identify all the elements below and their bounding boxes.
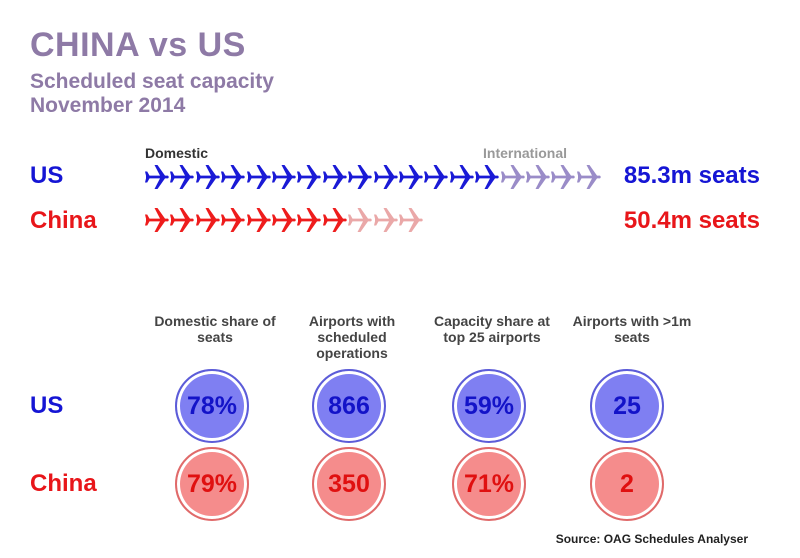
us-domestic-plane-icon <box>424 163 449 191</box>
subtitle-line-2: November 2014 <box>30 94 186 117</box>
china-domestic-plane-icon <box>170 206 195 234</box>
china-airports-1m-bubble: 2 <box>590 447 664 521</box>
china-domestic-plane-icon <box>322 206 347 234</box>
china-domestic-plane-icon <box>221 206 245 234</box>
china-domestic-plane-icon <box>195 206 220 234</box>
us-domestic-plane-icon <box>170 163 195 191</box>
china-international-plane-icon <box>348 206 372 234</box>
china-domestic-plane-icon <box>297 206 322 234</box>
china-airports-bubble: 350 <box>312 447 386 521</box>
metric-header-airports-scheduled: Airports with scheduled operations <box>308 313 396 361</box>
us-domestic-plane-icon <box>221 163 245 191</box>
china-domestic-share-bubble: 79% <box>175 447 249 521</box>
china-top25-bubble: 71% <box>452 447 526 521</box>
us-international-plane-icon <box>576 163 601 191</box>
chart-subtitle: Scheduled seat capacity November 2014 <box>30 70 274 118</box>
us-domestic-plane-icon <box>348 163 372 191</box>
chart-title: CHINA vs US <box>30 26 246 64</box>
metric-header-domestic-share: Domestic share of seats <box>154 313 276 345</box>
us-international-plane-icon <box>551 163 576 191</box>
us-domestic-plane-icon <box>272 163 296 191</box>
china-total-seats: 50.4m seats <box>623 207 760 234</box>
metric-header-top25-share: Capacity share at top 25 airports <box>434 313 550 345</box>
us-international-plane-icon <box>500 163 525 191</box>
china-label-top: China <box>30 207 97 234</box>
us-domestic-plane-icon <box>373 163 398 191</box>
legend-domestic: Domestic <box>145 145 209 161</box>
us-total-seats: 85.3m seats <box>623 162 760 189</box>
china-label-bottom: China <box>30 470 97 497</box>
china-domestic-plane-icon <box>145 206 169 234</box>
us-international-plane-icon <box>526 163 550 191</box>
legend-international: International <box>483 145 568 161</box>
us-airports-bubble: 866 <box>312 369 386 443</box>
us-domestic-share-bubble: 78% <box>175 369 249 443</box>
us-label-top: US <box>30 162 64 189</box>
us-domestic-plane-icon <box>475 163 499 191</box>
source-note: Source: OAG Schedules Analyser <box>555 532 748 546</box>
us-domestic-plane-icon <box>399 163 423 191</box>
us-top25-bubble: 59% <box>452 369 526 443</box>
us-domestic-plane-icon <box>195 163 220 191</box>
china-international-plane-icon <box>399 206 423 234</box>
china-domestic-plane-icon <box>246 206 271 234</box>
metric-header-airports-1m: Airports with >1m seats <box>572 313 692 345</box>
subtitle-line-1: Scheduled seat capacity <box>30 70 274 93</box>
us-domestic-plane-icon <box>145 163 169 191</box>
china-international-plane-icon <box>373 206 398 234</box>
us-domestic-plane-icon <box>322 163 347 191</box>
us-domestic-plane-icon <box>449 163 474 191</box>
us-label-bottom: US <box>30 392 64 419</box>
us-domestic-plane-icon <box>297 163 322 191</box>
us-domestic-plane-icon <box>246 163 271 191</box>
us-airports-1m-bubble: 25 <box>590 369 664 443</box>
china-domestic-plane-icon <box>272 206 296 234</box>
